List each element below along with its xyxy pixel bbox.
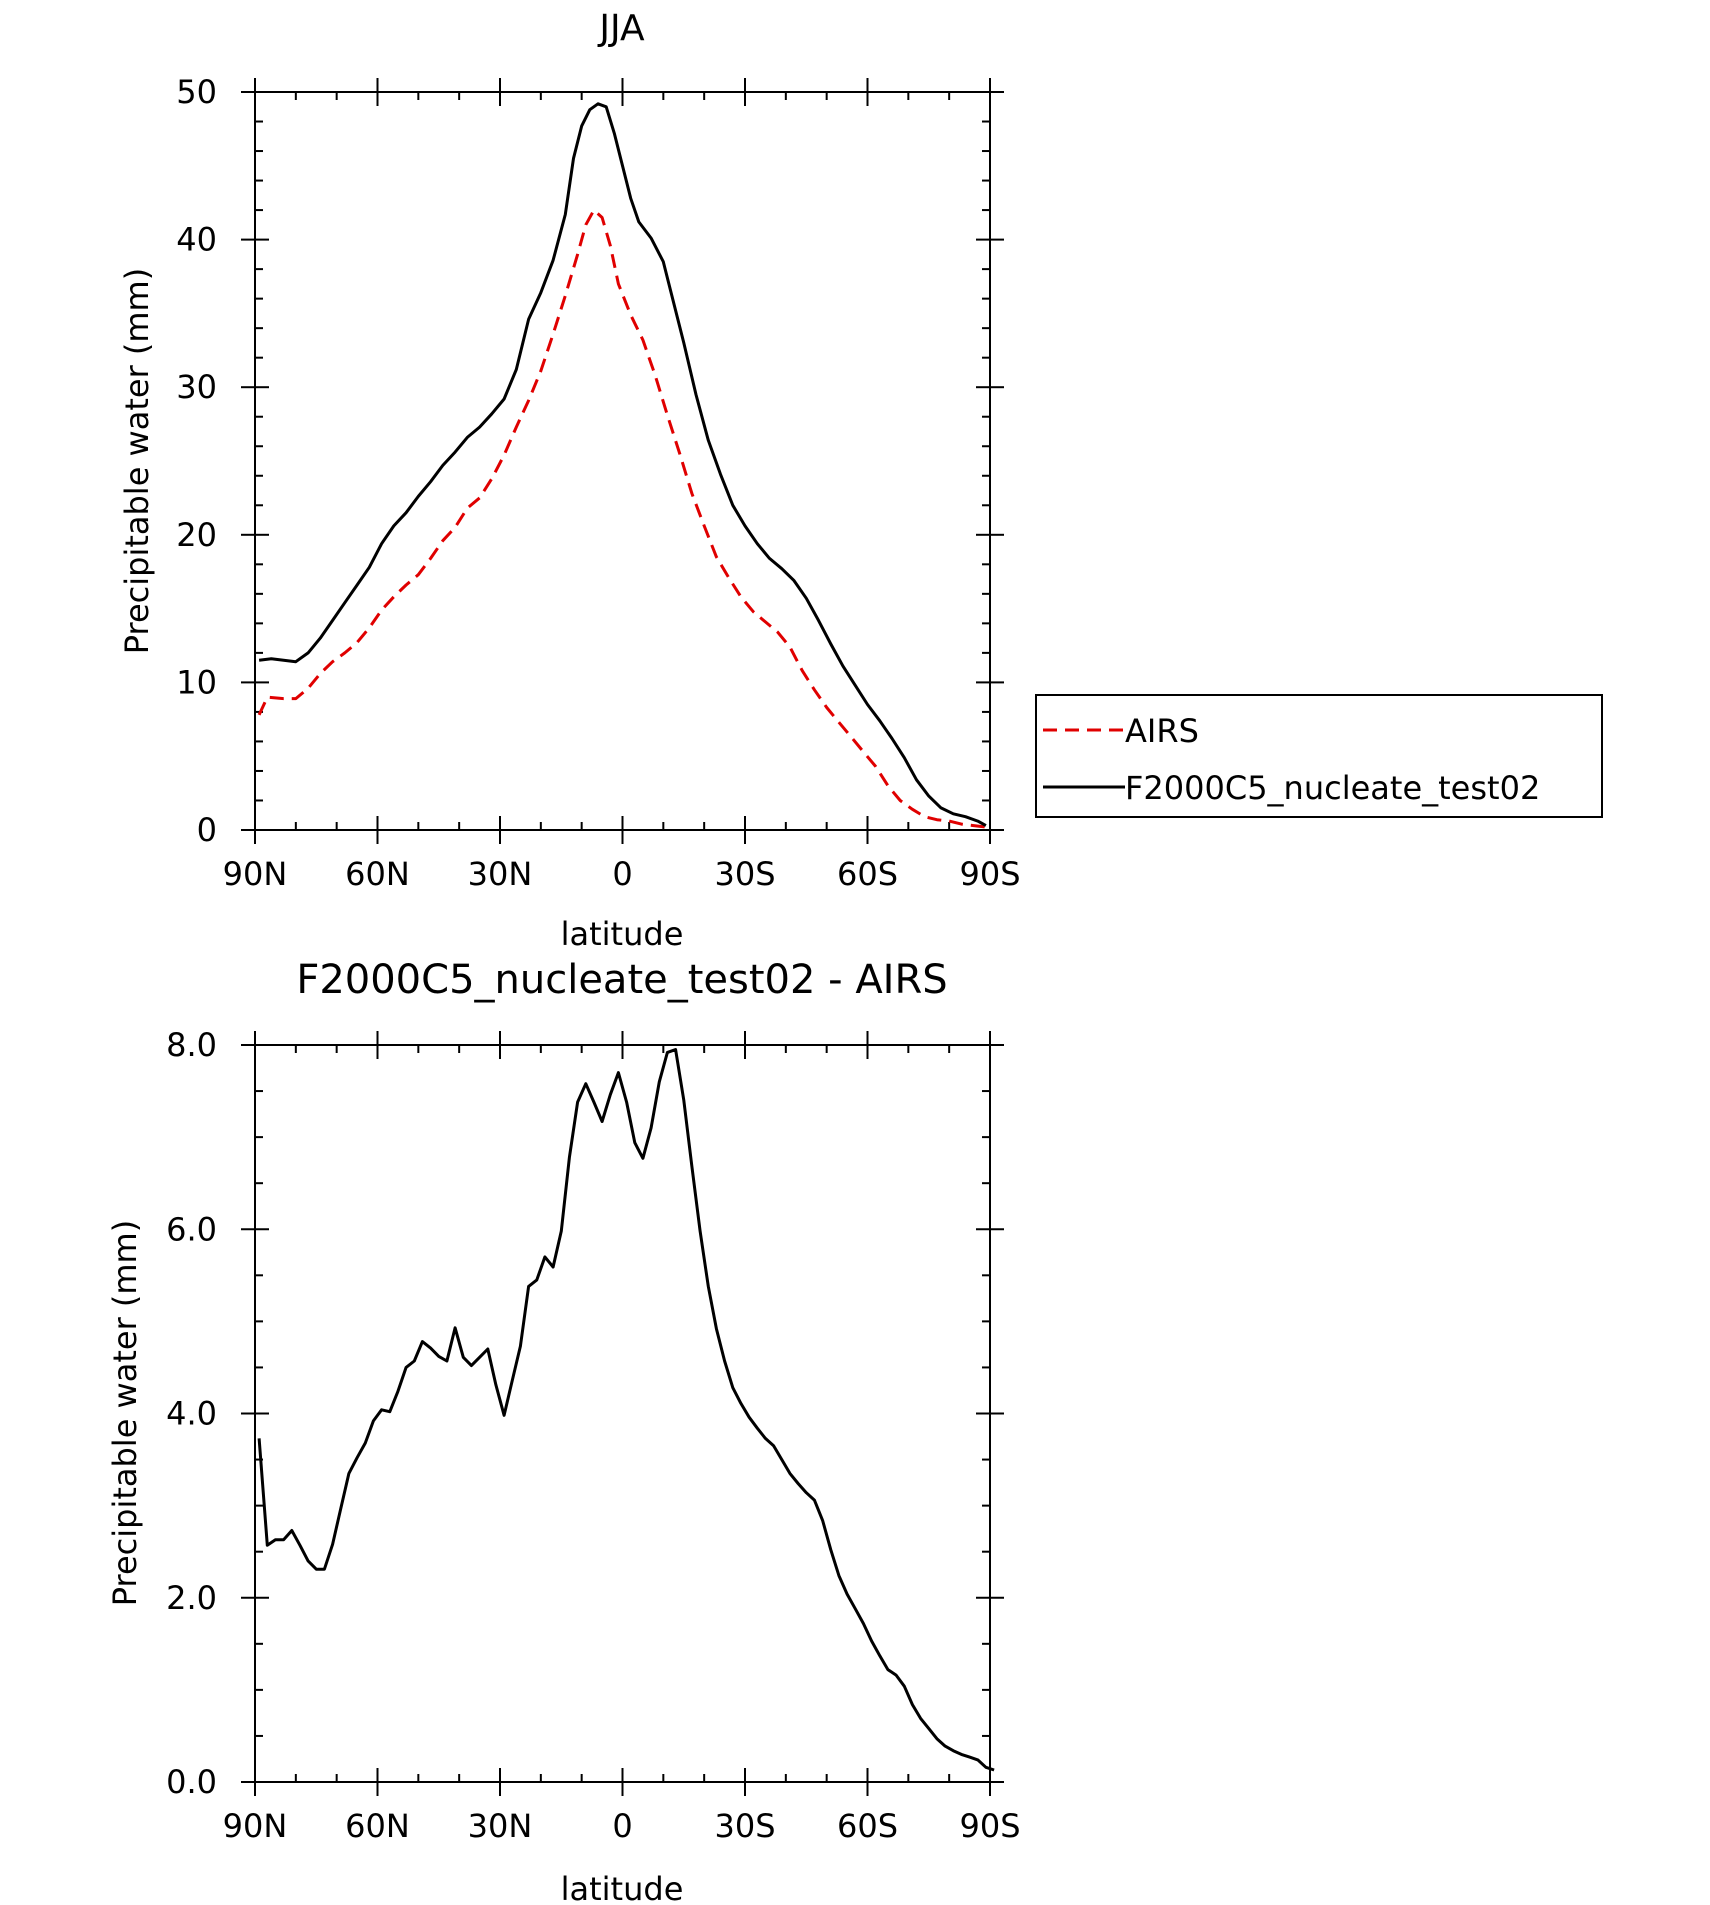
x-axis-label: latitude bbox=[561, 915, 684, 953]
y-tick-label: 50 bbox=[176, 73, 217, 111]
y-axis-label: Precipitable water (mm) bbox=[106, 1220, 144, 1606]
x-tick-label: 30S bbox=[714, 855, 775, 893]
series-line-1 bbox=[257, 1048, 995, 1772]
tick-marks bbox=[241, 78, 1004, 844]
difference-chart: F2000C5_nucleate_test02 - AIRS 0.0 2.0 4.0… bbox=[106, 957, 1021, 1905]
y-tick-label: 30 bbox=[176, 368, 217, 406]
plot-frame bbox=[254, 1044, 991, 1783]
y-tick-label: 8.0 bbox=[166, 1026, 217, 1064]
chart-title: JJA bbox=[597, 8, 645, 49]
x-tick-label: 60N bbox=[345, 855, 410, 893]
x-tick-label: 0 bbox=[612, 1807, 632, 1845]
x-axis-label: latitude bbox=[561, 1870, 684, 1905]
x-tick-label: 60S bbox=[837, 1807, 898, 1845]
x-tick-label: 60S bbox=[837, 855, 898, 893]
series-line-2 bbox=[258, 102, 987, 827]
y-tick-label: 10 bbox=[176, 663, 217, 701]
jja-chart: JJA 0 10 20 30 40 50 90N 60N 30N 0 30S 60S 90S Prec… bbox=[118, 8, 1603, 953]
y-tick-label: 20 bbox=[176, 516, 217, 554]
y-tick-label: 6.0 bbox=[166, 1210, 217, 1248]
y-tick-labels: 0.0 2.0 4.0 6.0 8.0 bbox=[166, 1026, 217, 1801]
y-tick-label: 40 bbox=[176, 221, 217, 259]
legend-label-airs: AIRS bbox=[1125, 712, 1199, 750]
x-tick-label: 90S bbox=[959, 855, 1020, 893]
x-tick-label: 30N bbox=[468, 855, 533, 893]
legend-label-model: F2000C5_nucleate_test02 bbox=[1125, 769, 1540, 807]
y-tick-label: 0.0 bbox=[166, 1763, 217, 1801]
legend-box bbox=[1035, 694, 1603, 818]
legend: AIRS F2000C5_nucleate_test02 bbox=[1035, 694, 1603, 818]
y-tick-label: 2.0 bbox=[166, 1579, 217, 1617]
x-tick-labels: 90N 60N 30N 0 30S 60S 90S bbox=[223, 1807, 1021, 1845]
series-line-1 bbox=[257, 208, 987, 829]
x-tick-label: 30N bbox=[468, 1807, 533, 1845]
y-axis-label: Precipitable water (mm) bbox=[118, 268, 156, 654]
x-tick-label: 60N bbox=[345, 1807, 410, 1845]
x-tick-labels: 90N 60N 30N 0 30S 60S 90S bbox=[223, 855, 1021, 893]
tick-marks bbox=[241, 1031, 1004, 1796]
y-tick-labels: 0 10 20 30 40 50 bbox=[176, 73, 217, 849]
x-tick-label: 90S bbox=[959, 1807, 1020, 1845]
series-lines bbox=[257, 1048, 995, 1772]
chart-title: F2000C5_nucleate_test02 - AIRS bbox=[296, 957, 947, 1003]
series-lines bbox=[257, 102, 987, 829]
y-tick-label: 0 bbox=[197, 811, 217, 849]
y-tick-label: 4.0 bbox=[166, 1395, 217, 1433]
x-tick-label: 30S bbox=[714, 1807, 775, 1845]
x-tick-label: 90N bbox=[223, 1807, 288, 1845]
plot-frame bbox=[254, 91, 991, 831]
x-tick-label: 90N bbox=[223, 855, 288, 893]
x-tick-label: 0 bbox=[612, 855, 632, 893]
